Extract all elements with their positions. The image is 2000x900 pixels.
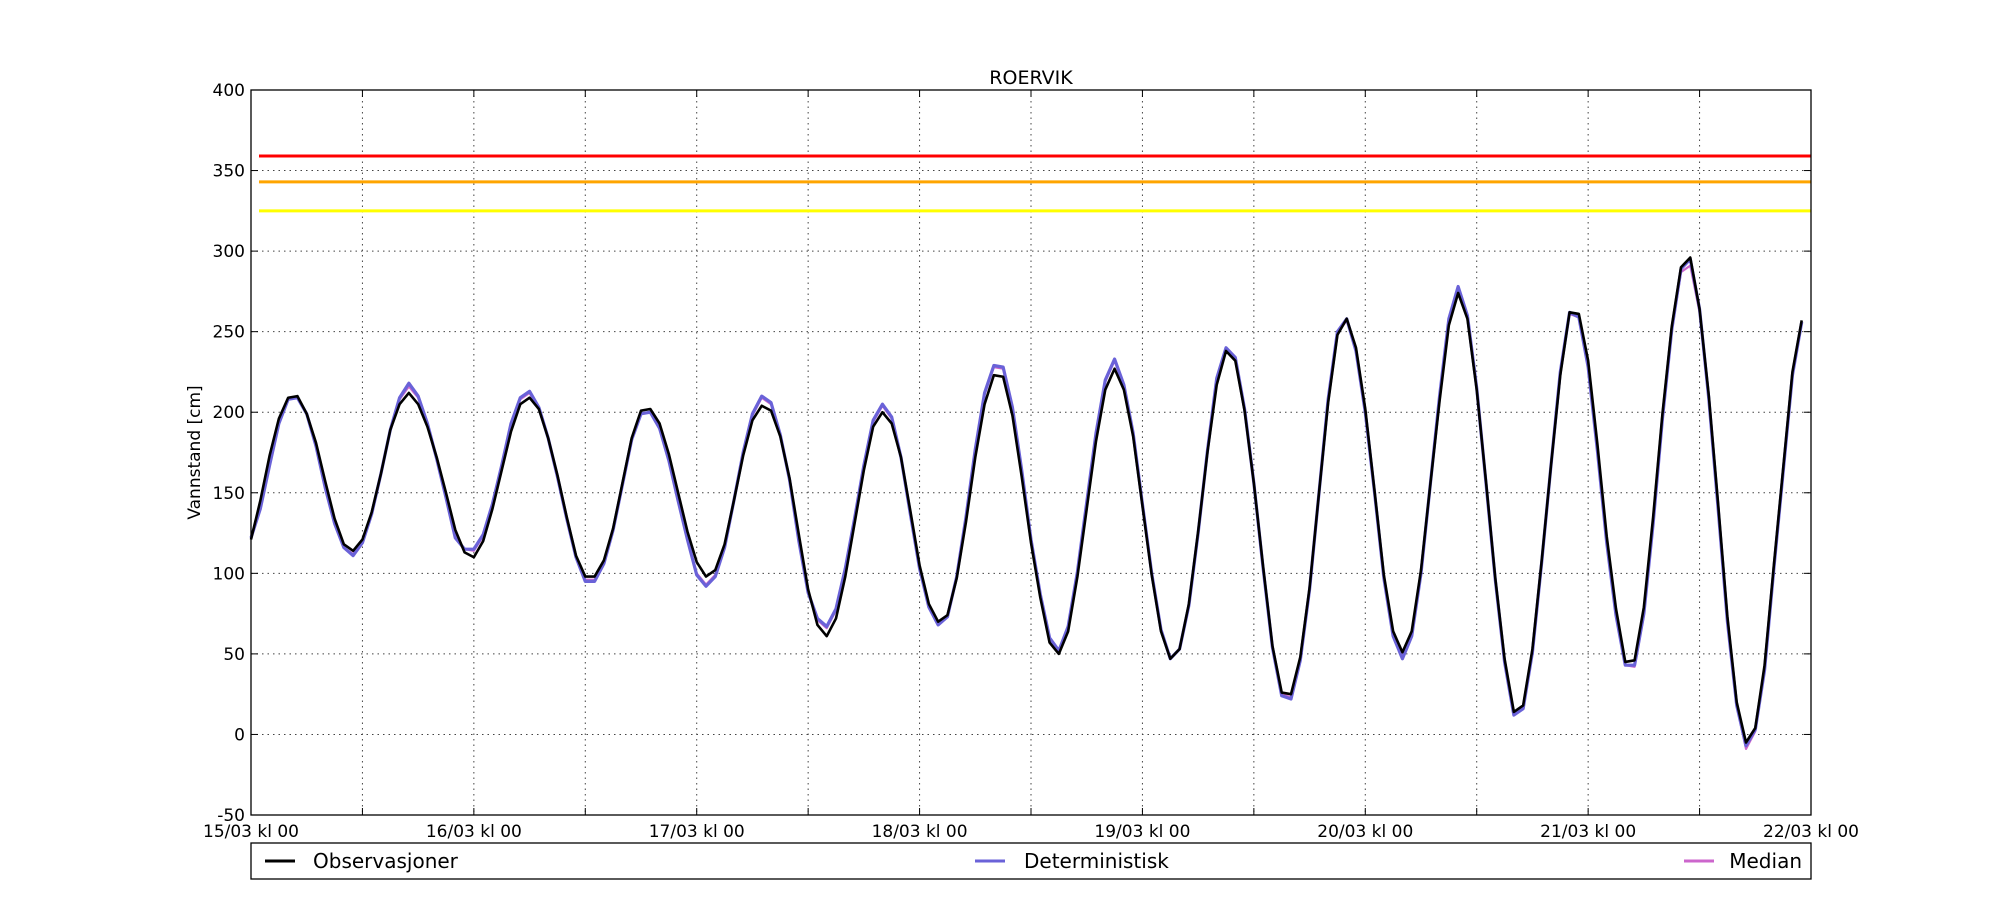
- series-line-observasjoner: [249, 256, 1803, 744]
- legend-label: Median: [1729, 849, 1802, 873]
- legend-label: Observasjoner: [313, 849, 459, 873]
- y-tick-label: 50: [223, 645, 245, 665]
- threshold-lines: [259, 154, 1811, 213]
- grid: [251, 90, 1811, 815]
- x-tick-label: 21/03 kl 00: [1540, 822, 1636, 842]
- y-tick-label: 300: [213, 242, 245, 262]
- legend: Observasjoner Deterministisk Median: [250, 842, 1812, 880]
- legend-frame: [250, 842, 1812, 880]
- x-tick-label: 17/03 kl 00: [649, 822, 745, 842]
- y-tick-label: -50: [217, 806, 245, 826]
- y-axis-label: Vannstand [cm]: [185, 385, 205, 519]
- y-tick-label: 250: [213, 323, 245, 343]
- axis-ticks: -50 0 50 100 150 200 250 300 350 400 15/03 kl 00 16…: [203, 81, 1859, 842]
- chart-title: ROERVIK: [989, 67, 1073, 89]
- y-tick-label: 400: [213, 81, 245, 101]
- y-tick-label: 200: [213, 403, 245, 423]
- y-tick-label: 350: [213, 162, 245, 182]
- series-lines: [249, 256, 1804, 751]
- x-tick-label: 20/03 kl 00: [1317, 822, 1413, 842]
- y-tick-label: 0: [234, 725, 245, 745]
- x-tick-label: 22/03 kl 00: [1763, 822, 1859, 842]
- x-tick-label: 15/03 kl 00: [203, 822, 299, 842]
- legend-label: Deterministisk: [1024, 849, 1169, 873]
- x-tick-label: 18/03 kl 00: [872, 822, 968, 842]
- y-tick-label: 100: [213, 564, 245, 584]
- y-tick-label: 150: [213, 484, 245, 504]
- x-tick-label: 16/03 kl 00: [426, 822, 522, 842]
- x-tick-label: 19/03 kl 00: [1094, 822, 1190, 842]
